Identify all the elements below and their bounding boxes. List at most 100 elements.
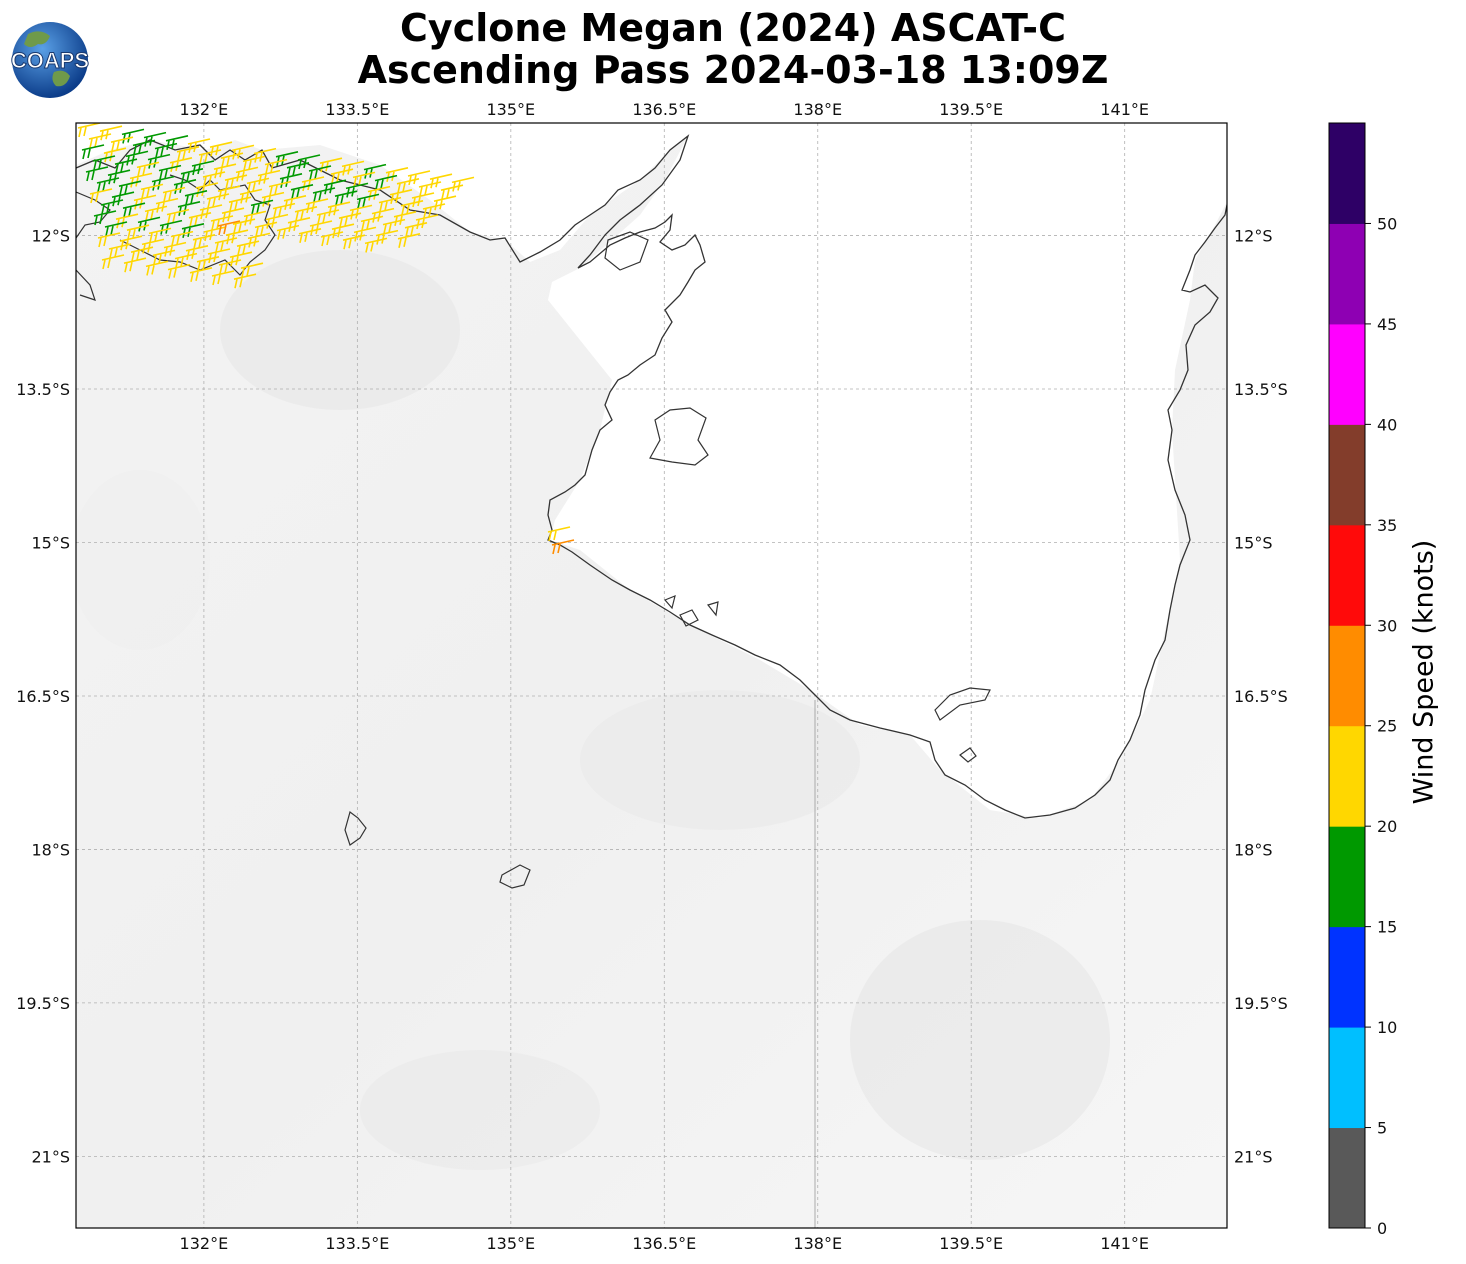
wind-barb (176, 146, 200, 161)
terrain-shade (360, 1050, 600, 1170)
plot-title-line-2: Ascending Pass 2024-03-18 13:09Z (357, 48, 1109, 92)
wind-barb (100, 199, 124, 215)
wind-barb (242, 155, 266, 171)
wind-barb (148, 227, 172, 243)
wind-barb (382, 218, 406, 234)
lat-tick-label-left: 12°S (31, 227, 70, 246)
colorbar-segment (1329, 725, 1365, 827)
wind-barb (144, 205, 168, 221)
map-panel (76, 123, 1227, 1228)
wind-barb (108, 243, 132, 259)
colorbar-tick-label: 30 (1377, 616, 1397, 635)
colorbar-segment (1329, 524, 1365, 626)
colorbar-segment (1329, 625, 1365, 727)
wind-barb (308, 165, 332, 181)
wind-barb (233, 273, 257, 289)
wind-barb (220, 152, 244, 168)
wind-barb (166, 208, 190, 224)
lat-tick-label-right: 19.5°S (1234, 994, 1288, 1013)
wind-barb (276, 224, 300, 240)
lat-tick-label-right: 12°S (1234, 227, 1273, 246)
coaps-globe-logo-icon: COAPS (10, 22, 90, 98)
wind-barb (123, 257, 147, 273)
colorbar-tick-label: 5 (1377, 1119, 1387, 1138)
wind-barb (202, 171, 226, 187)
wind-barb (217, 220, 241, 236)
map-frame (75, 122, 1228, 1229)
colorbar-label: Wind Speed (knots) (1408, 539, 1440, 805)
wind-barb (551, 539, 575, 555)
wind-barb (96, 177, 120, 193)
lat-tick-label-left: 13.5°S (16, 380, 70, 399)
wind-barb (250, 199, 274, 215)
wind-barb (298, 228, 322, 243)
colorbar-segment (1329, 1027, 1365, 1129)
terrain-shade (76, 470, 210, 650)
wind-barb (154, 142, 178, 158)
wind-barb (180, 168, 204, 183)
wind-barb (338, 212, 362, 228)
gridlines (76, 123, 1227, 1228)
wind-barb (196, 256, 220, 271)
wind-barb (342, 234, 366, 250)
island (649, 407, 709, 466)
wind-barb (422, 203, 446, 219)
wind-barb (132, 139, 156, 155)
colorbar-tick-label: 20 (1377, 817, 1397, 836)
colorbar-tick-label: 10 (1377, 1018, 1397, 1037)
logo-text: COAPS (11, 48, 89, 73)
wind-barb (240, 262, 264, 278)
wind-barb (174, 252, 198, 268)
lon-tick-label-bottom: 133.5°E (325, 1234, 389, 1253)
wind-barb (360, 215, 384, 231)
wind-barb (198, 149, 222, 165)
lat-tick-label-left: 15°S (31, 533, 70, 552)
wind-barb (93, 210, 117, 226)
island (934, 687, 991, 721)
wind-barb (118, 180, 142, 196)
wind-barb (246, 177, 270, 193)
wind-barb (352, 171, 376, 187)
wind-barb (236, 240, 260, 256)
colorbar-segment (1329, 424, 1365, 526)
coastline (76, 134, 1227, 819)
wind-barb (126, 224, 150, 240)
wind-barb (264, 158, 288, 174)
wind-barb (312, 187, 336, 203)
wind-barb (232, 218, 256, 234)
axis-tick-labels: 132°E 132°E 133.5°E 133.5°E 135°E 135°E 136.5°… (16, 100, 1288, 1253)
wind-barb (104, 221, 128, 237)
lat-tick-label-right: 15°S (1234, 533, 1273, 552)
wind-barb (152, 249, 176, 265)
wind-barb (88, 133, 112, 149)
wind-barb (130, 246, 154, 262)
island (959, 747, 977, 763)
lat-tick-label-right: 21°S (1234, 1147, 1273, 1166)
wind-barb (429, 173, 453, 189)
wind-barb (206, 193, 230, 209)
colorbar-tick-label: 0 (1377, 1219, 1387, 1238)
wind-barb (214, 237, 238, 253)
island (499, 864, 531, 889)
terrain-shade (580, 690, 860, 830)
wind-barb (396, 178, 420, 193)
colorbar-segment (1329, 323, 1365, 425)
island (604, 231, 649, 271)
wind-barb (224, 174, 248, 190)
colorbar-segment (1329, 926, 1365, 1028)
wind-barb (92, 155, 116, 171)
lat-tick-label-left: 18°S (31, 840, 70, 859)
wind-barb (211, 270, 235, 286)
wind-barb (364, 237, 388, 253)
colorbar-tick-label: 50 (1377, 214, 1397, 233)
wind-barb (397, 233, 421, 248)
wind-barb (374, 174, 398, 190)
lon-tick-label-top: 133.5°E (325, 100, 389, 119)
wind-barb (136, 161, 160, 177)
lat-tick-label-left: 19.5°S (16, 994, 70, 1013)
plot-title-line-1: Cyclone Megan (2024) ASCAT-C (400, 6, 1066, 50)
lon-tick-label-bottom: 132°E (180, 1234, 229, 1253)
colorbar-tick-label: 45 (1377, 315, 1397, 334)
colorbar-segment (1329, 223, 1365, 325)
